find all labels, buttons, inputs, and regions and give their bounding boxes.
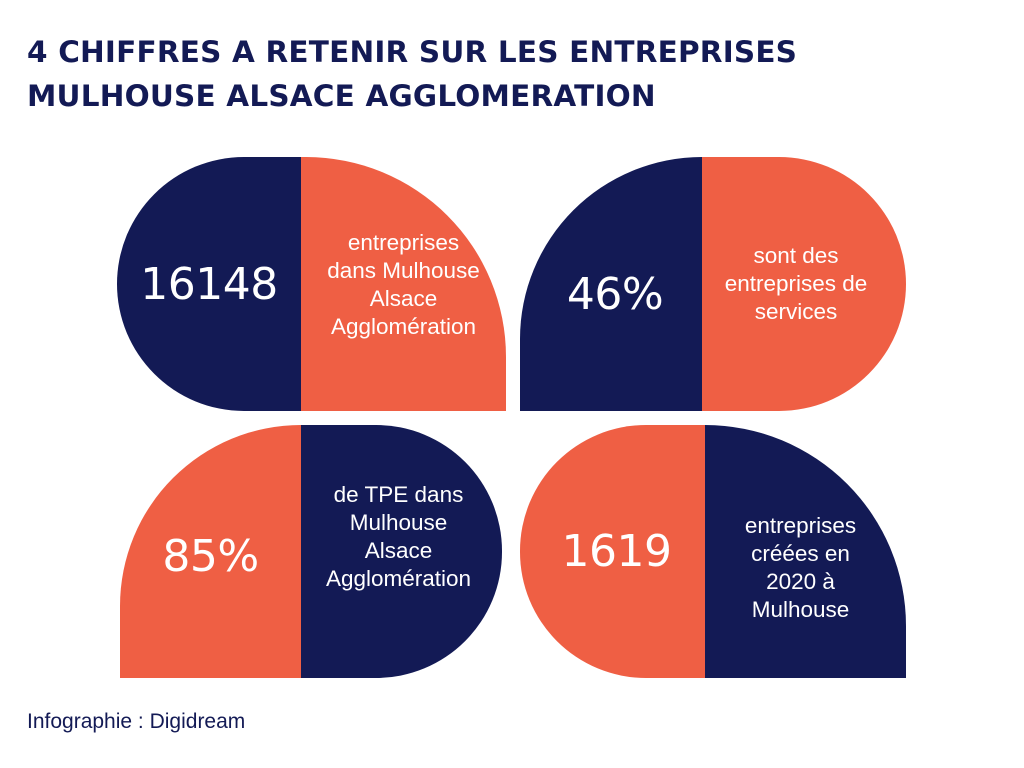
stat-card-3-description-panel: de TPE dans Mulhouse Alsace Agglomératio…	[301, 425, 502, 678]
stat-card-4-value-panel: 1619	[520, 425, 705, 678]
stat-card-2-description-panel: sont des entreprises de services	[702, 157, 906, 411]
description-line: entreprises de	[724, 271, 868, 296]
description-line: entreprises	[744, 512, 857, 538]
stat-description-businesses: entreprises dans Mulhouse Alsace Agglomé…	[327, 229, 480, 341]
stat-value-tpe-share: 85%	[162, 531, 259, 582]
description-line: Alsace	[364, 537, 433, 563]
description-line: services	[754, 299, 838, 324]
title-line-2: MULHOUSE ALSACE AGGLOMERATION	[27, 79, 656, 113]
stat-value-businesses: 16148	[140, 258, 278, 310]
description-line: sont des	[753, 243, 839, 268]
description-line: Mulhouse	[349, 509, 448, 535]
infographic-title: 4 CHIFFRES A RETENIR SUR LES ENTREPRISES…	[27, 30, 797, 118]
stat-card-4-description-panel: entreprises créées en 2020 à Mulhouse	[705, 425, 906, 678]
description-line: dans Mulhouse	[327, 258, 480, 283]
description-line: de TPE dans	[333, 481, 464, 507]
description-line: Agglomération	[325, 565, 472, 591]
description-line: Mulhouse	[751, 596, 850, 622]
description-line: 2020 à	[766, 568, 835, 594]
stat-card-2-value-panel: 46%	[520, 157, 702, 411]
stat-description-tpe-share: de TPE dans Mulhouse Alsace Agglomératio…	[326, 481, 471, 593]
stat-value-services-share: 46%	[566, 268, 664, 320]
title-line-1: 4 CHIFFRES A RETENIR SUR LES ENTREPRISES	[27, 35, 798, 69]
stat-card-3-value-panel: 85%	[120, 425, 301, 678]
description-line: créées en	[751, 540, 850, 566]
stat-description-created-2020: entreprises créées en 2020 à Mulhouse	[745, 512, 856, 624]
credit-text: Infographie : Digidream	[27, 710, 246, 733]
stat-card-1-value-panel: 16148	[117, 157, 301, 411]
stat-card-1-description-panel: entreprises dans Mulhouse Alsace Agglomé…	[301, 157, 506, 411]
stat-description-services-share: sont des entreprises de services	[725, 242, 868, 326]
description-line: Agglomération	[330, 314, 477, 339]
description-line: Alsace	[369, 286, 438, 311]
description-line: entreprises	[347, 230, 460, 255]
stat-value-created-2020: 1619	[561, 526, 672, 577]
